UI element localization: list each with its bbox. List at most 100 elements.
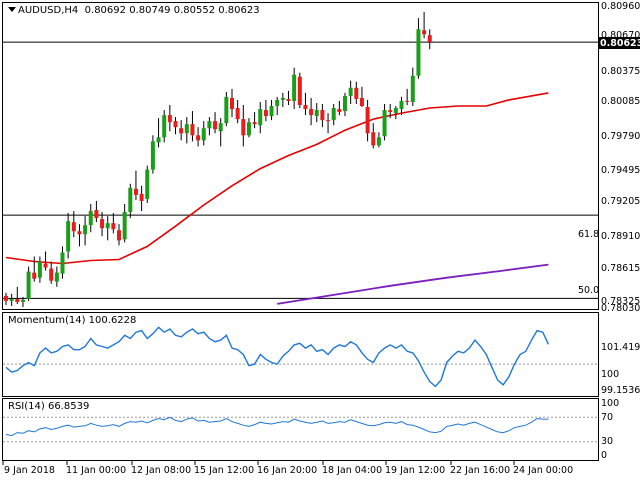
rsi-tick: 100 — [601, 398, 619, 409]
candle — [416, 18, 421, 79]
candle — [139, 185, 144, 212]
candle-body — [26, 271, 31, 299]
momentum-axis: 101.4196 100 99.1536 — [601, 342, 640, 396]
candle — [207, 117, 212, 136]
candle-body — [354, 87, 359, 99]
candle — [37, 256, 42, 283]
candle-body — [416, 29, 421, 76]
candle — [388, 103, 393, 119]
candle-body — [230, 97, 234, 110]
candle — [77, 224, 82, 247]
candle — [43, 251, 48, 271]
sma-slow-line — [277, 263, 549, 305]
candle — [128, 183, 133, 219]
candle — [4, 292, 8, 305]
candle — [314, 102, 319, 123]
candle — [376, 132, 381, 148]
main-price-pane[interactable] — [2, 2, 599, 310]
candle-body — [54, 272, 59, 282]
candle — [15, 286, 20, 304]
price-tick: 0.78910 — [601, 231, 640, 242]
candle — [201, 121, 206, 146]
dropdown-triangle-icon[interactable] — [8, 7, 16, 12]
candle-body — [190, 124, 195, 136]
candle — [117, 224, 121, 246]
price-tick: 0.79205 — [601, 196, 640, 207]
price-tick: 0.80375 — [601, 66, 640, 77]
candle-body — [156, 137, 161, 143]
momentum-tick: 99.1536 — [601, 385, 640, 396]
time-tick: 22 Jan 16:00 — [450, 465, 510, 476]
symbol-timeframe: AUDUSD,H4 — [18, 5, 79, 16]
time-tick: 9 Jan 2018 — [4, 465, 55, 476]
candle-body — [145, 169, 150, 199]
candle — [348, 80, 353, 104]
candle-body — [376, 137, 381, 146]
candle — [218, 118, 223, 147]
candle-body — [9, 298, 14, 301]
candle — [196, 127, 201, 147]
candle-body — [365, 107, 370, 134]
time-axis: 9 Jan 2018 11 Jan 00:00 12 Jan 08:00 15 … — [2, 461, 573, 476]
candle-body — [348, 87, 353, 96]
candle-body — [150, 141, 155, 170]
candle — [150, 135, 155, 174]
momentum-header: Momentum(14) 100.6228 — [8, 315, 137, 326]
momentum-pane[interactable] — [2, 312, 599, 397]
candle — [246, 118, 251, 138]
momentum-polyline — [5, 326, 550, 388]
candle-body — [4, 295, 8, 301]
candle-body — [388, 110, 393, 113]
candle — [354, 81, 359, 104]
candle-body — [133, 188, 138, 195]
candle — [9, 293, 14, 306]
candle — [399, 96, 404, 116]
candle-body — [167, 115, 172, 123]
candle — [292, 67, 297, 110]
candle-body — [393, 108, 398, 114]
candle — [337, 100, 342, 116]
candle — [230, 88, 234, 118]
candle-body — [20, 299, 25, 302]
time-tick: 19 Jan 12:00 — [385, 465, 445, 476]
candle-body — [15, 298, 20, 302]
candle-body — [196, 135, 201, 141]
candle — [26, 266, 31, 301]
candle — [235, 99, 240, 124]
rsi-tick: 70 — [601, 412, 613, 423]
rsi-tick: 0 — [601, 450, 607, 461]
candle — [320, 103, 325, 128]
candle — [410, 67, 415, 107]
candle-body — [32, 272, 37, 279]
price-tick: 0.79790 — [601, 131, 640, 142]
candle — [297, 72, 302, 109]
candle — [83, 216, 88, 246]
candle-body — [275, 99, 280, 107]
candle — [275, 96, 280, 116]
price-tick: 0.80670 — [601, 30, 640, 41]
candle-body — [235, 108, 240, 120]
candle-body — [331, 108, 336, 121]
candle-body — [314, 110, 319, 117]
chart-header: AUDUSD,H4 0.80692 0.80749 0.80552 0.8062… — [8, 5, 260, 16]
candle-body — [100, 219, 105, 229]
candle-body — [297, 76, 302, 105]
rsi-pane[interactable] — [2, 398, 599, 461]
candle-body — [66, 221, 71, 252]
candle — [32, 256, 37, 282]
candle — [326, 113, 331, 134]
candle — [263, 99, 268, 122]
price-tick: 0.78030 — [601, 303, 640, 314]
rsi-header: RSI(14) 66.8539 — [8, 401, 90, 412]
candle — [20, 296, 25, 307]
price-tick: 0.80960 — [601, 1, 640, 12]
candle-body — [337, 109, 342, 113]
candle-body — [201, 128, 206, 141]
candle-body — [292, 74, 297, 101]
candle-body — [184, 124, 189, 134]
candle — [269, 99, 274, 121]
moving-averages — [5, 92, 549, 305]
candlestick-series — [4, 12, 432, 307]
candle-body — [111, 223, 116, 230]
